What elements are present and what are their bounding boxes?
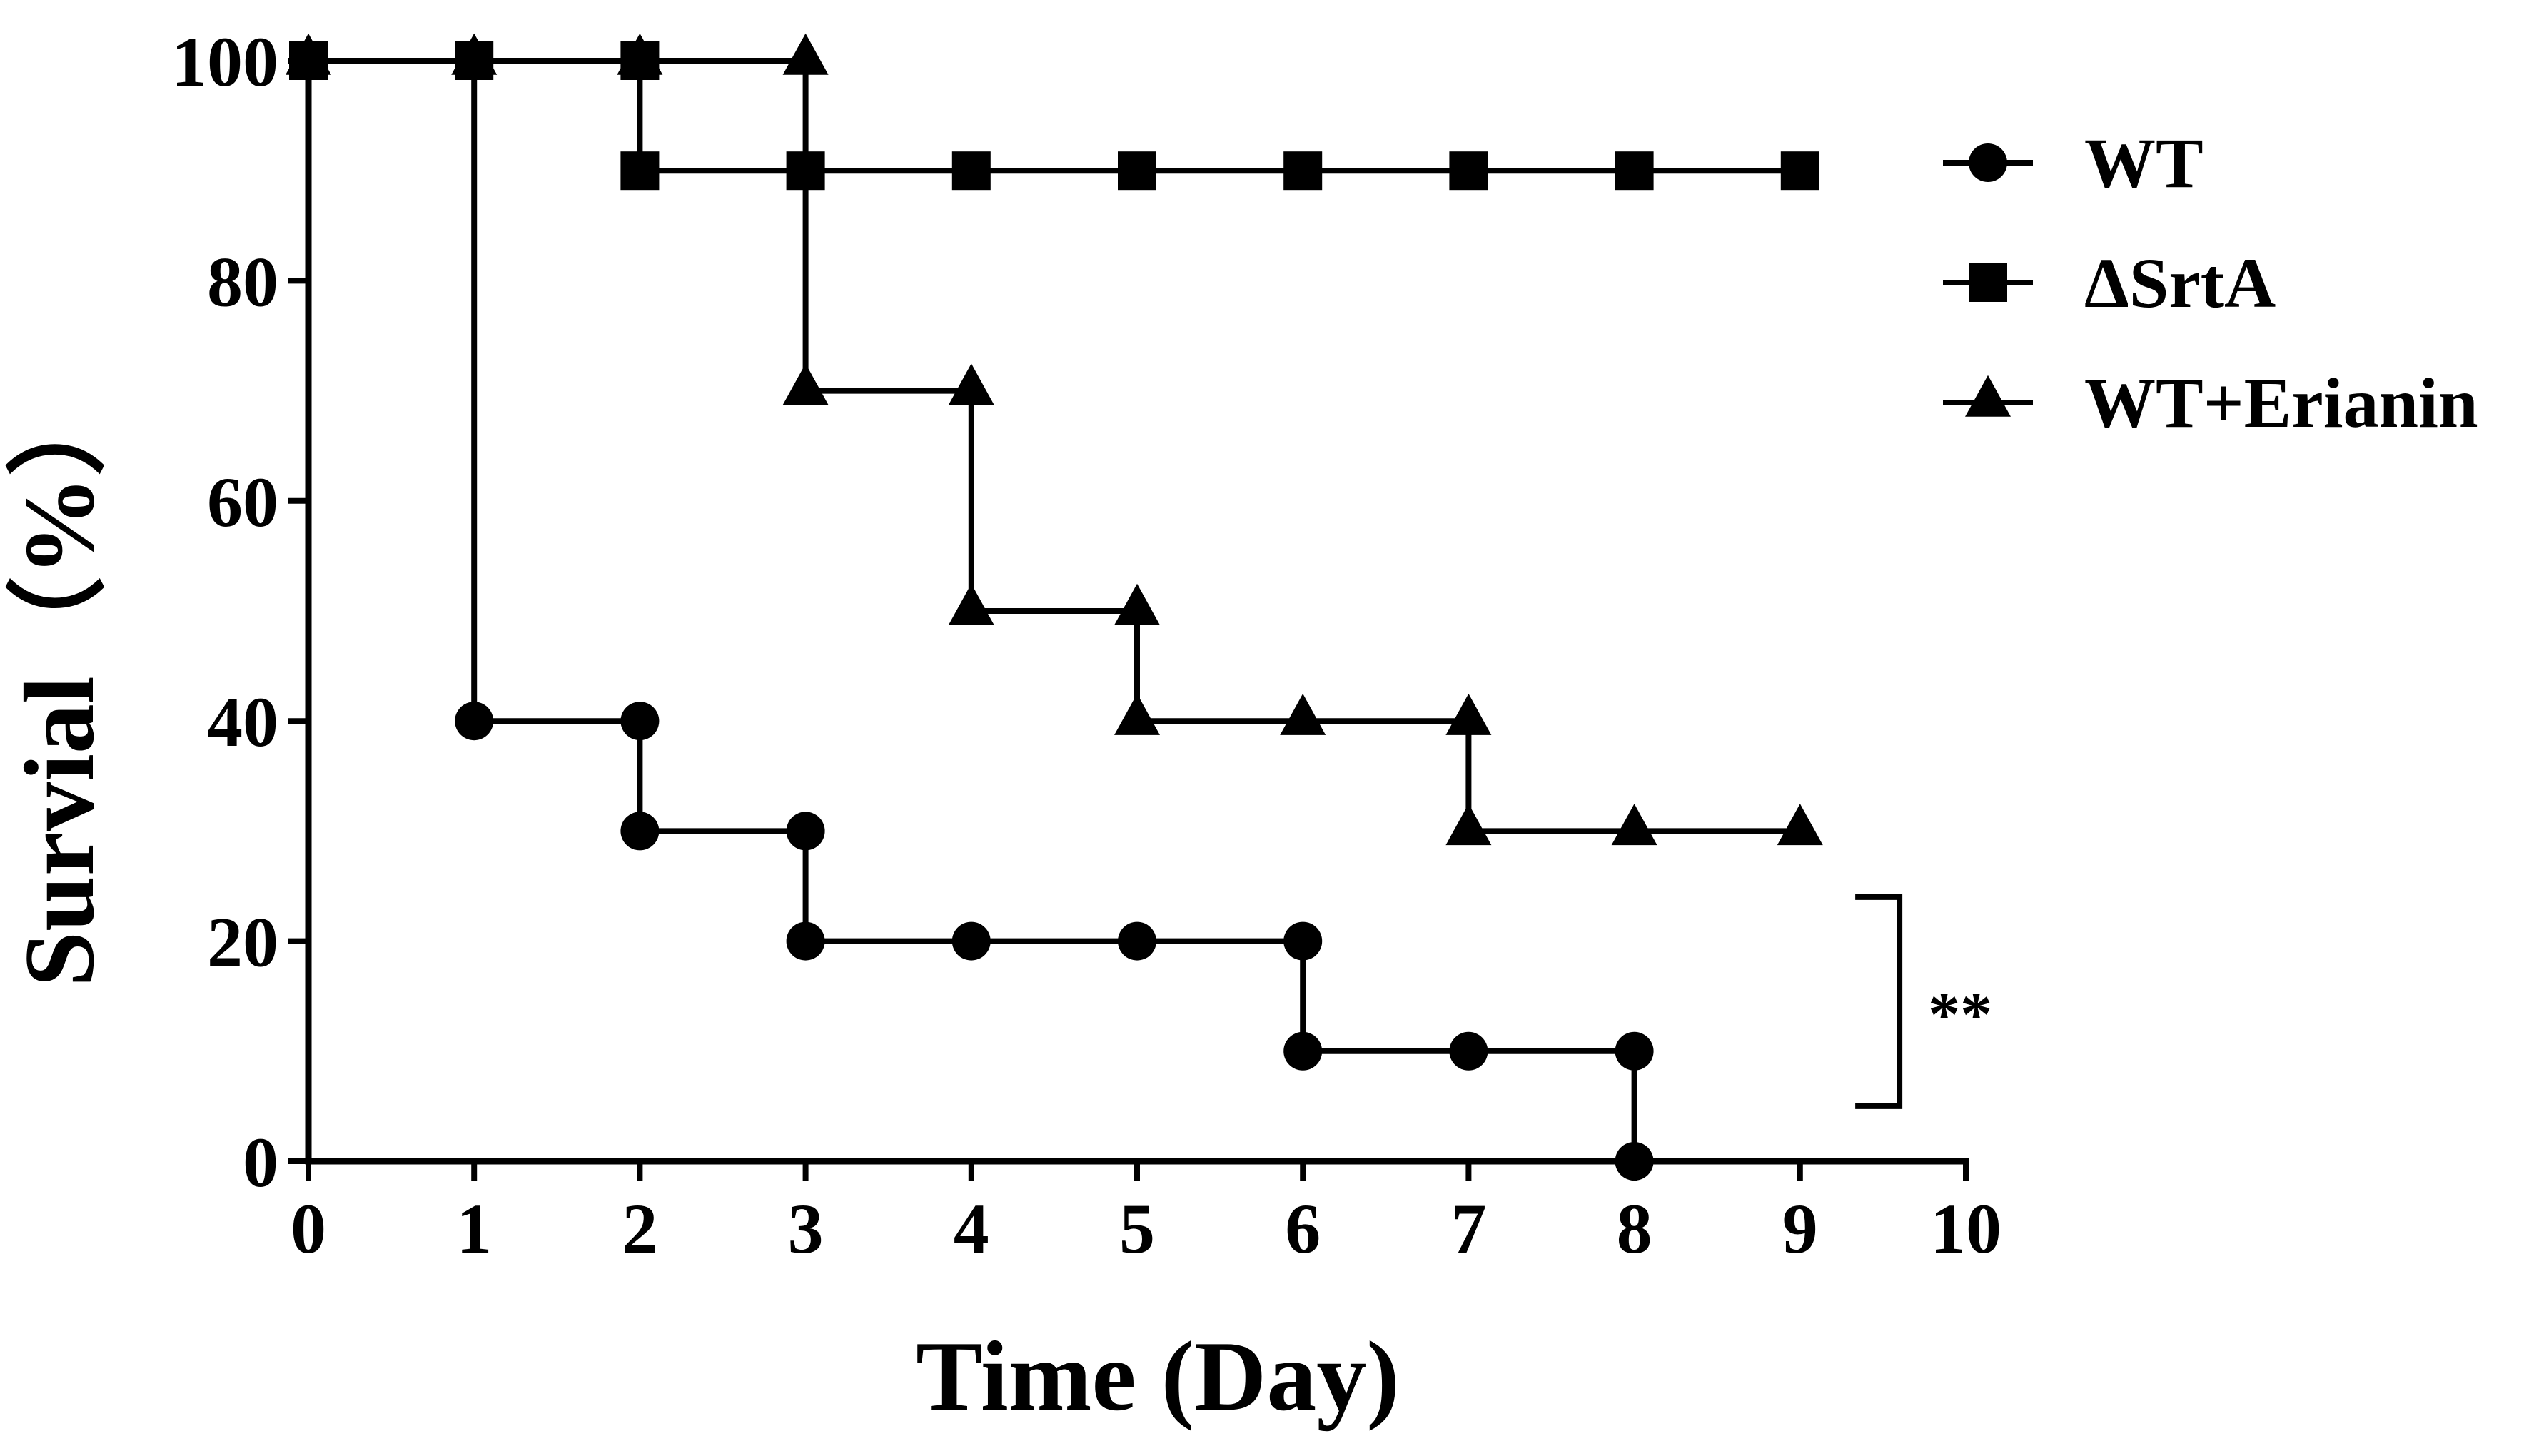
data-point <box>286 33 331 75</box>
y-axis-title: Survial（%） <box>4 376 115 987</box>
significance-bracket <box>1855 894 1903 1109</box>
legend-label: WT+Erianin <box>2084 363 2478 443</box>
data-point <box>782 363 829 405</box>
x-tick-label: 1 <box>456 1189 492 1268</box>
data-point <box>786 812 825 851</box>
data-point <box>620 151 660 191</box>
legend-item: ΔSrtA <box>1943 243 2276 323</box>
y-tick-label: 0 <box>243 1123 278 1202</box>
data-point <box>1283 151 1323 191</box>
data-point <box>1114 693 1160 735</box>
data-point <box>948 583 994 625</box>
data-point <box>1114 583 1160 625</box>
data-point <box>620 812 660 851</box>
x-tick-label: 6 <box>1285 1189 1321 1268</box>
legend: WT ΔSrtA WT+Erianin <box>1943 123 2478 443</box>
series--srta <box>289 41 1819 191</box>
y-tick-label: 20 <box>207 903 278 982</box>
x-tick-label: 5 <box>1119 1189 1155 1268</box>
data-point <box>451 33 498 75</box>
data-point <box>1445 693 1492 735</box>
x-tick-label: 4 <box>954 1189 989 1268</box>
y-tick-label: 80 <box>207 242 278 321</box>
series-line <box>308 58 1800 834</box>
legend-label: ΔSrtA <box>2084 243 2276 323</box>
data-point <box>951 921 991 961</box>
x-tick-label: 3 <box>788 1189 824 1268</box>
data-point <box>1283 921 1323 961</box>
x-tick-label: 0 <box>291 1189 326 1268</box>
y-tick-label: 60 <box>207 462 278 542</box>
x-tick-label: 2 <box>622 1189 657 1268</box>
legend-marker <box>1965 375 2011 417</box>
data-point <box>1449 151 1488 191</box>
data-point <box>782 33 829 75</box>
data-point <box>786 921 825 961</box>
data-point <box>1611 804 1657 846</box>
y-tick-label: 40 <box>207 682 278 762</box>
x-tick-label: 10 <box>1930 1189 2001 1268</box>
series-layer <box>286 33 1823 1181</box>
data-point <box>1615 1031 1654 1071</box>
annotations: ** <box>1855 894 1992 1109</box>
legend-item: WT <box>1943 123 2204 203</box>
legend-marker <box>1969 143 2007 182</box>
series-line <box>308 58 1800 174</box>
significance-label: ** <box>1928 979 1992 1050</box>
data-point <box>1615 1142 1654 1181</box>
data-point <box>1777 804 1823 846</box>
data-point <box>948 363 994 405</box>
data-point <box>455 702 494 741</box>
data-point <box>617 33 663 75</box>
data-point <box>951 151 991 191</box>
data-point <box>620 702 660 741</box>
x-axis-title: Time (Day) <box>916 1321 1400 1432</box>
data-point <box>1780 151 1819 191</box>
series-wt-erianin <box>286 33 1823 846</box>
y-tick-label: 100 <box>171 22 278 101</box>
x-tick-label: 8 <box>1617 1189 1652 1268</box>
data-point <box>1283 1031 1323 1071</box>
data-point <box>1280 693 1326 735</box>
data-point <box>1615 151 1654 191</box>
legend-label: WT <box>2084 123 2204 203</box>
data-point <box>1445 804 1492 846</box>
x-tick-label: 9 <box>1782 1189 1818 1268</box>
legend-marker <box>1969 263 2007 302</box>
x-tick-label: 7 <box>1450 1189 1486 1268</box>
data-point <box>1118 151 1156 191</box>
data-point <box>1118 921 1156 961</box>
legend-item: WT+Erianin <box>1943 363 2478 443</box>
series-line <box>308 58 1637 1161</box>
data-point <box>1449 1031 1488 1071</box>
